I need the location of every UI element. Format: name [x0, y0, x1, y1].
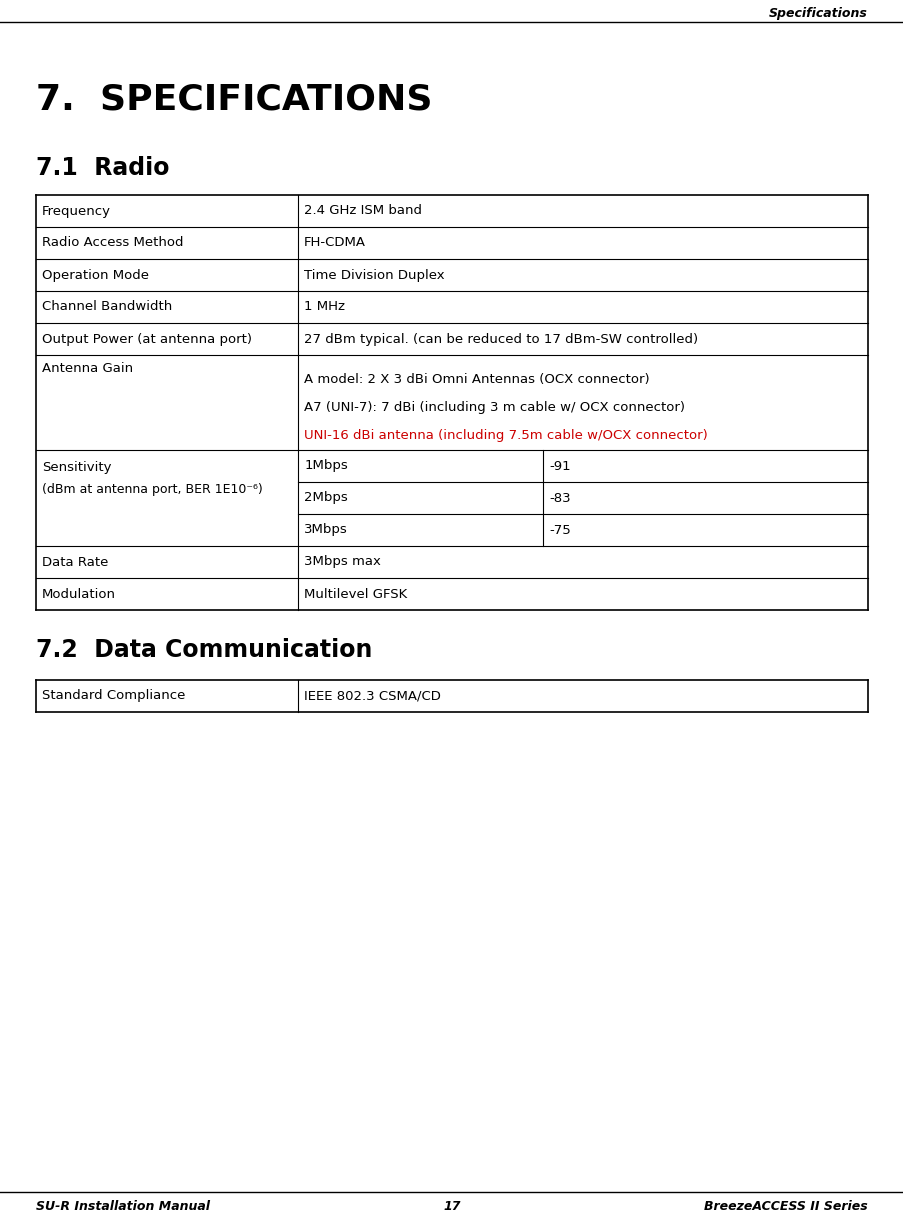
Text: -91: -91 — [548, 460, 570, 473]
Text: Operation Mode: Operation Mode — [42, 269, 149, 281]
Text: 27 dBm typical. (can be reduced to 17 dBm-SW controlled): 27 dBm typical. (can be reduced to 17 dB… — [303, 332, 697, 345]
Text: A model: 2 X 3 dBi Omni Antennas (OCX connector): A model: 2 X 3 dBi Omni Antennas (OCX co… — [303, 372, 649, 385]
Text: 1Mbps: 1Mbps — [303, 460, 348, 473]
Text: Output Power (at antenna port): Output Power (at antenna port) — [42, 332, 252, 345]
Text: Radio Access Method: Radio Access Method — [42, 236, 183, 249]
Text: Specifications: Specifications — [768, 6, 867, 19]
Text: Channel Bandwidth: Channel Bandwidth — [42, 300, 172, 314]
Text: 2.4 GHz ISM band: 2.4 GHz ISM band — [303, 204, 422, 218]
Text: 3Mbps max: 3Mbps max — [303, 556, 380, 569]
Text: -75: -75 — [548, 524, 571, 536]
Text: 17: 17 — [442, 1200, 461, 1214]
Text: 7.1  Radio: 7.1 Radio — [36, 156, 170, 180]
Text: (dBm at antenna port, BER 1E10⁻⁶): (dBm at antenna port, BER 1E10⁻⁶) — [42, 484, 263, 496]
Text: Sensitivity: Sensitivity — [42, 462, 111, 474]
Text: 1 MHz: 1 MHz — [303, 300, 345, 314]
Text: Modulation: Modulation — [42, 587, 116, 601]
Text: UNI-16 dBi antenna (including 7.5m cable w/OCX connector): UNI-16 dBi antenna (including 7.5m cable… — [303, 429, 707, 443]
Text: Frequency: Frequency — [42, 204, 111, 218]
Text: Time Division Duplex: Time Division Duplex — [303, 269, 444, 281]
Text: 7.  SPECIFICATIONS: 7. SPECIFICATIONS — [36, 83, 432, 117]
Text: FH-CDMA: FH-CDMA — [303, 236, 366, 249]
Text: 3Mbps: 3Mbps — [303, 524, 348, 536]
Text: -83: -83 — [548, 491, 570, 505]
Text: Standard Compliance: Standard Compliance — [42, 689, 185, 703]
Text: Antenna Gain: Antenna Gain — [42, 362, 133, 376]
Text: A7 (UNI-7): 7 dBi (including 3 m cable w/ OCX connector): A7 (UNI-7): 7 dBi (including 3 m cable w… — [303, 401, 684, 413]
Text: 7.2  Data Communication: 7.2 Data Communication — [36, 638, 372, 662]
Text: SU-R Installation Manual: SU-R Installation Manual — [36, 1200, 209, 1214]
Text: Multilevel GFSK: Multilevel GFSK — [303, 587, 407, 601]
Text: BreezeACCESS II Series: BreezeACCESS II Series — [703, 1200, 867, 1214]
Text: Data Rate: Data Rate — [42, 556, 108, 569]
Text: IEEE 802.3 CSMA/CD: IEEE 802.3 CSMA/CD — [303, 689, 441, 703]
Text: 2Mbps: 2Mbps — [303, 491, 348, 505]
